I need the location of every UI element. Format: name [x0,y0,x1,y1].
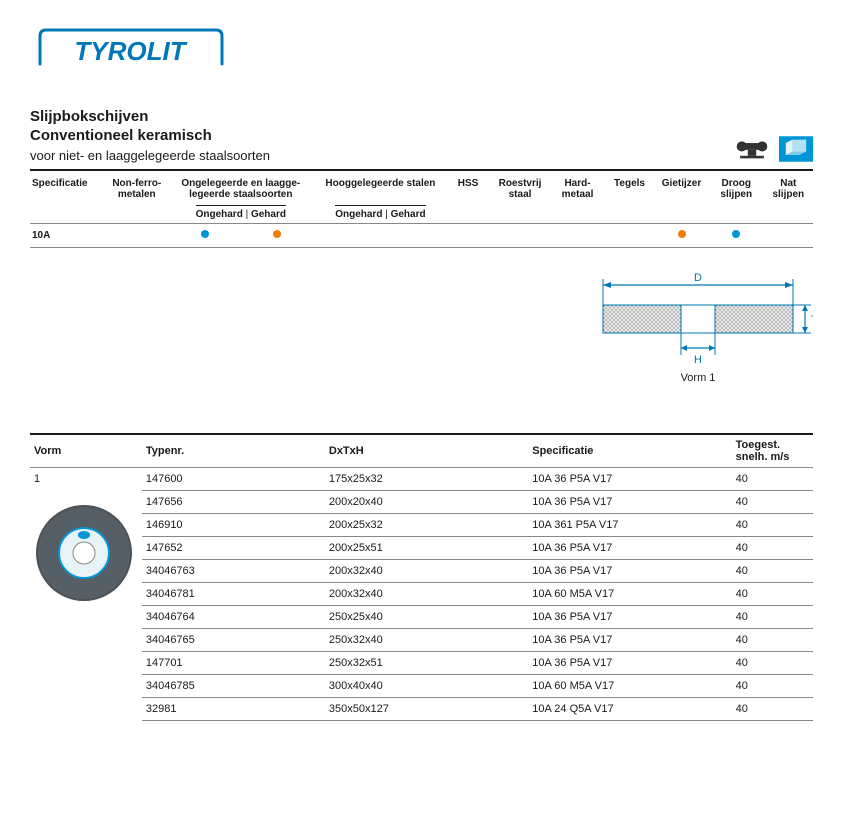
cell-typenr: 147656 [142,490,325,513]
cell-speed: 40 [732,605,813,628]
col-carbide: Hard-metaal [550,175,605,203]
table-row: 147652200x25x5110A 36 P5A V1740 [30,536,813,559]
col-stainless: Roestvrij staal [490,175,550,203]
cell-speed: 40 [732,674,813,697]
cell-speed: 40 [732,582,813,605]
cell-typenr: 34046765 [142,628,325,651]
cell-typenr: 147600 [142,467,325,490]
table-row: 147656200x20x4010A 36 P5A V1740 [30,490,813,513]
title-line1: Slijpbokschijven [30,108,270,127]
cell-typenr: 34046764 [142,605,325,628]
th-dxtxh: DxTxH [325,434,528,468]
cell-spec: 10A 36 P5A V17 [528,628,731,651]
label-h: H [694,354,702,366]
application-icons [735,135,813,163]
cell-dxtxh: 200x32x40 [325,559,528,582]
subtitle: voor niet- en laaggelegeerde staalsoorte… [30,148,270,163]
vorm-value: 1 [34,473,138,485]
table-row: 32981350x50x12710A 24 Q5A V1740 [30,697,813,720]
cell-speed: 40 [732,513,813,536]
col-castiron: Gietijzer [654,175,709,203]
brand-text: TYROLIT [74,36,187,66]
product-table: Vorm Typenr. DxTxH Specificatie Toegest.… [30,433,813,721]
cell-dxtxh: 250x25x40 [325,605,528,628]
cell-typenr: 34046785 [142,674,325,697]
table-row: 34046785300x40x4010A 60 M5A V1740 [30,674,813,697]
cell-spec: 10A 36 P5A V17 [528,559,731,582]
table-row: 146910200x25x3210A 361 P5A V1740 [30,513,813,536]
cell-dxtxh: 175x25x32 [325,467,528,490]
col-lowalloy: Ongelegeerde en laagge-legeerde staalsoo… [167,175,315,203]
brand-logo: TYROLIT [30,20,813,78]
cell-dxtxh: 300x40x40 [325,674,528,697]
cell-spec: 10A 36 P5A V17 [528,467,731,490]
vorm-cell: 1 [30,467,142,720]
cell-spec: 10A 60 M5A V17 [528,582,731,605]
col-nonferro: Non-ferro-metalen [107,175,167,203]
wheel-icon [34,503,134,603]
cell-dxtxh: 200x32x40 [325,582,528,605]
page-header: Slijpbokschijven Conventioneel keramisch… [30,108,813,171]
cell-dxtxh: 350x50x127 [325,697,528,720]
diagram-caption: Vorm 1 [681,372,716,384]
table-row: 34046764250x25x4010A 36 P5A V1740 [30,605,813,628]
cell-speed: 40 [732,559,813,582]
cell-dxtxh: 200x20x40 [325,490,528,513]
dot-lowalloy-gehard [273,230,281,238]
spec-row-10a: 10A [30,223,813,247]
form-diagram: D T H Vorm 1 [30,273,813,388]
application-table: Specificatie Non-ferro-metalen Ongelegee… [30,175,813,248]
cell-typenr: 32981 [142,697,325,720]
cell-speed: 40 [732,536,813,559]
cell-speed: 40 [732,628,813,651]
cell-typenr: 34046763 [142,559,325,582]
cell-dxtxh: 200x25x32 [325,513,528,536]
dot-dry [732,230,740,238]
cell-typenr: 34046781 [142,582,325,605]
cell-spec: 10A 36 P5A V17 [528,651,731,674]
col-spec: Specificatie [30,175,107,203]
cell-speed: 40 [732,490,813,513]
spec-value: 10A [30,223,107,247]
cell-spec: 10A 60 M5A V17 [528,674,731,697]
cell-typenr: 147652 [142,536,325,559]
sub-lowalloy: Ongehard | Gehard [167,203,315,224]
steel-icon [779,135,813,163]
dot-lowalloy-ongehard [201,230,209,238]
th-spec: Specificatie [528,434,731,468]
cell-typenr: 146910 [142,513,325,536]
cell-speed: 40 [732,651,813,674]
cell-dxtxh: 250x32x40 [325,628,528,651]
table-row: 34046781200x32x4010A 60 M5A V1740 [30,582,813,605]
title-line2: Conventioneel keramisch [30,127,270,146]
cell-spec: 10A 24 Q5A V17 [528,697,731,720]
bench-grinder-icon [735,135,769,163]
table-row: 34046765250x32x4010A 36 P5A V1740 [30,628,813,651]
cell-dxtxh: 250x32x51 [325,651,528,674]
sub-highalloy: Ongehard | Gehard [315,203,446,224]
table-row: 147701250x32x5110A 36 P5A V1740 [30,651,813,674]
cell-speed: 40 [732,697,813,720]
col-highalloy: Hooggelegeerde stalen [315,175,446,203]
th-speed: Toegest. snelh. m/s [732,434,813,468]
cell-spec: 10A 36 P5A V17 [528,605,731,628]
cell-dxtxh: 200x25x51 [325,536,528,559]
dot-castiron [678,230,686,238]
col-hss: HSS [446,175,490,203]
table-row: 34046763200x32x4010A 36 P5A V1740 [30,559,813,582]
label-t: T [811,314,813,326]
label-d: D [694,273,702,284]
col-tiles: Tegels [605,175,654,203]
th-vorm: Vorm [30,434,142,468]
cell-spec: 10A 361 P5A V17 [528,513,731,536]
cell-speed: 40 [732,467,813,490]
col-dry: Droog slijpen [709,175,764,203]
table-row: 1 147600175x25x3210A 36 P5A V1740 [30,467,813,490]
cell-spec: 10A 36 P5A V17 [528,536,731,559]
th-typenr: Typenr. [142,434,325,468]
cell-typenr: 147701 [142,651,325,674]
cell-spec: 10A 36 P5A V17 [528,490,731,513]
col-wet: Nat slijpen [764,175,813,203]
